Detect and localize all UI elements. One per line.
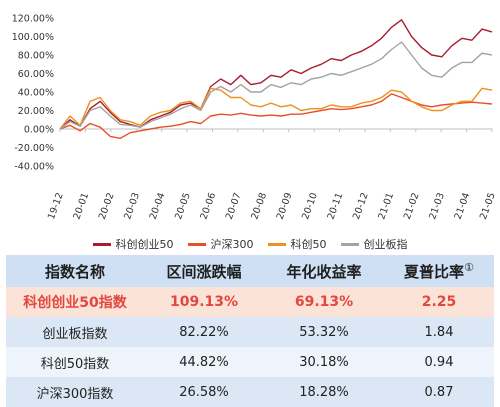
chart-legend: 科创创业50 沪深300 科创50 创业板指 (0, 236, 500, 252)
cell-range-change: 82.22% (144, 317, 264, 347)
x-tick-label: 20-05 (173, 191, 193, 221)
table-row: 沪深300指数 26.58% 18.28% 0.87 (6, 377, 494, 407)
y-tick-label: -40.00% (14, 162, 54, 173)
y-tick-label: 40.00% (18, 88, 54, 99)
header-annualized-return: 年化收益率 (264, 255, 384, 287)
legend-label: 创业板指 (363, 238, 408, 251)
x-tick-label: 20-11 (326, 191, 346, 221)
y-tick-label: 80.00% (18, 51, 54, 62)
x-tick-label: 20-09 (275, 191, 295, 221)
header-sharpe-label: 夏普比率 (404, 262, 465, 281)
y-tick-label: 100.00% (12, 32, 54, 43)
x-tick-label: 20-04 (148, 191, 168, 221)
header-range-change: 区间涨跌幅 (144, 255, 264, 287)
legend-item-hushen300: 沪深300 (187, 236, 254, 252)
legend-swatch (267, 242, 286, 246)
x-tick-label: 20-01 (71, 191, 91, 221)
cell-sharpe-ratio: 0.87 (384, 377, 494, 407)
y-tick-label: 20.00% (18, 106, 54, 117)
y-tick-label: 60.00% (18, 69, 54, 80)
header-index-name: 指数名称 (6, 255, 144, 287)
x-tick-label: 20-10 (300, 191, 320, 221)
x-tick-label: 21-05 (478, 191, 498, 221)
cell-index-name: 创业板指数 (6, 317, 144, 347)
y-tick-label: -20.00% (14, 143, 54, 154)
legend-swatch (92, 242, 111, 246)
x-tick-label: 20-06 (199, 191, 219, 221)
cell-index-name: 科创创业50指数 (6, 287, 144, 317)
cell-annualized-return: 18.28% (264, 377, 384, 407)
cell-index-name: 沪深300指数 (6, 377, 144, 407)
cell-index-name: 科创50指数 (6, 347, 144, 377)
footnote-mark: ① (464, 260, 474, 274)
cell-sharpe-ratio: 0.94 (384, 347, 494, 377)
x-tick-label: 21-03 (427, 191, 447, 221)
cell-range-change: 44.82% (144, 347, 264, 377)
legend-item-chuangyeban: 创业板指 (340, 236, 408, 252)
legend-swatch (340, 242, 359, 246)
series-line (59, 41, 493, 130)
series-line (59, 19, 493, 130)
y-tick-label: 0.00% (24, 125, 54, 136)
x-tick-label: 20-12 (351, 191, 371, 221)
table-row: 科创创业50指数 109.13% 69.13% 2.25 (6, 287, 494, 317)
table-header-row: 指数名称 区间涨跌幅 年化收益率 夏普比率① (6, 255, 494, 287)
cell-sharpe-ratio: 2.25 (384, 287, 494, 317)
chart-canvas: -40.00% -20.00% 0.00% 20.00% 40.00% 60.00% 80.… (12, 14, 498, 221)
table-row: 创业板指数 82.22% 53.32% 1.84 (6, 317, 494, 347)
x-tick-label: 21-02 (402, 191, 422, 221)
x-tick-label: 19-12 (46, 191, 66, 221)
cell-annualized-return: 30.18% (264, 347, 384, 377)
y-tick-label: 120.00% (12, 14, 54, 25)
legend-item-kechuang-chuangye50: 科创创业50 (92, 236, 174, 252)
legend-label: 沪深300 (210, 238, 254, 251)
x-tick-label: 21-04 (453, 191, 473, 221)
series-line (59, 93, 493, 140)
x-tick-label: 20-08 (249, 191, 269, 221)
header-sharpe-ratio: 夏普比率① (384, 255, 494, 287)
table-row: 科创50指数 44.82% 30.18% 0.94 (6, 347, 494, 377)
cell-annualized-return: 53.32% (264, 317, 384, 347)
cell-sharpe-ratio: 1.84 (384, 317, 494, 347)
x-tick-label: 20-02 (97, 191, 117, 221)
legend-label: 科创50 (290, 238, 327, 251)
x-tick-label: 20-07 (224, 191, 244, 221)
x-tick-label: 20-03 (122, 191, 142, 221)
x-tick-label: 21-01 (376, 191, 396, 221)
cell-range-change: 109.13% (144, 287, 264, 317)
cell-range-change: 26.58% (144, 377, 264, 407)
legend-label: 科创创业50 (115, 238, 174, 251)
legend-item-kechuang50: 科创50 (267, 236, 327, 252)
line-chart: -40.00% -20.00% 0.00% 20.00% 40.00% 60.00% 80.… (12, 14, 498, 221)
index-performance-table: 指数名称 区间涨跌幅 年化收益率 夏普比率① 科创创业50指数 109.13% … (6, 255, 494, 407)
legend-swatch (187, 242, 206, 246)
cell-annualized-return: 69.13% (264, 287, 384, 317)
series-line (59, 87, 493, 130)
